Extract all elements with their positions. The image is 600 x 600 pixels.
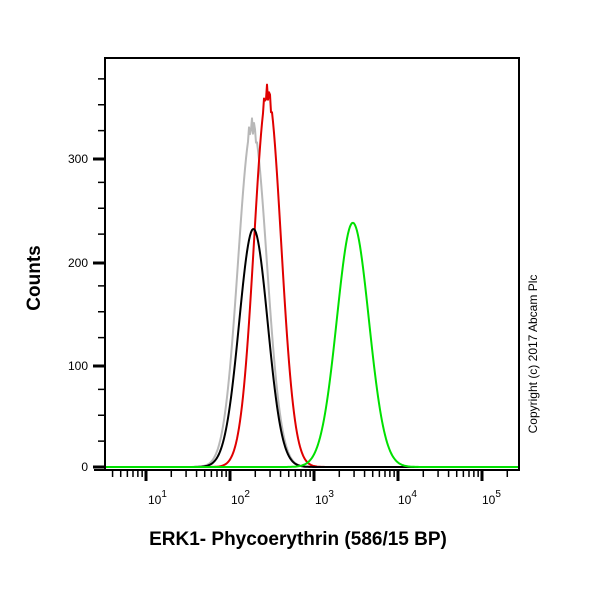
x-tick-label-10-3: 103 bbox=[315, 489, 334, 507]
x-tick-label-10-5: 105 bbox=[482, 489, 501, 507]
x-axis-label: ERK1- Phycoerythrin (586/15 BP) bbox=[149, 529, 447, 550]
x-axis-ticks bbox=[111, 471, 509, 481]
y-axis-label: Counts bbox=[24, 245, 45, 310]
series-green-curve bbox=[106, 221, 518, 468]
y-tick-label-200: 200 bbox=[68, 256, 88, 270]
y-axis-ticks bbox=[93, 78, 105, 469]
y-tick-label-100: 100 bbox=[68, 359, 88, 373]
x-tick-label-10-2: 102 bbox=[231, 489, 250, 507]
copyright-notice: Copyright (c) 2017 Abcam Plc bbox=[526, 275, 540, 434]
y-tick-label-300: 300 bbox=[68, 152, 88, 166]
y-tick-label-0: 0 bbox=[81, 460, 88, 474]
x-tick-labels: 101 102 103 104 105 bbox=[148, 489, 501, 507]
histogram-series bbox=[106, 83, 518, 468]
x-tick-label-10-1: 101 bbox=[148, 489, 167, 507]
plot-frame bbox=[104, 57, 520, 471]
x-tick-label-10-4: 104 bbox=[398, 489, 417, 507]
